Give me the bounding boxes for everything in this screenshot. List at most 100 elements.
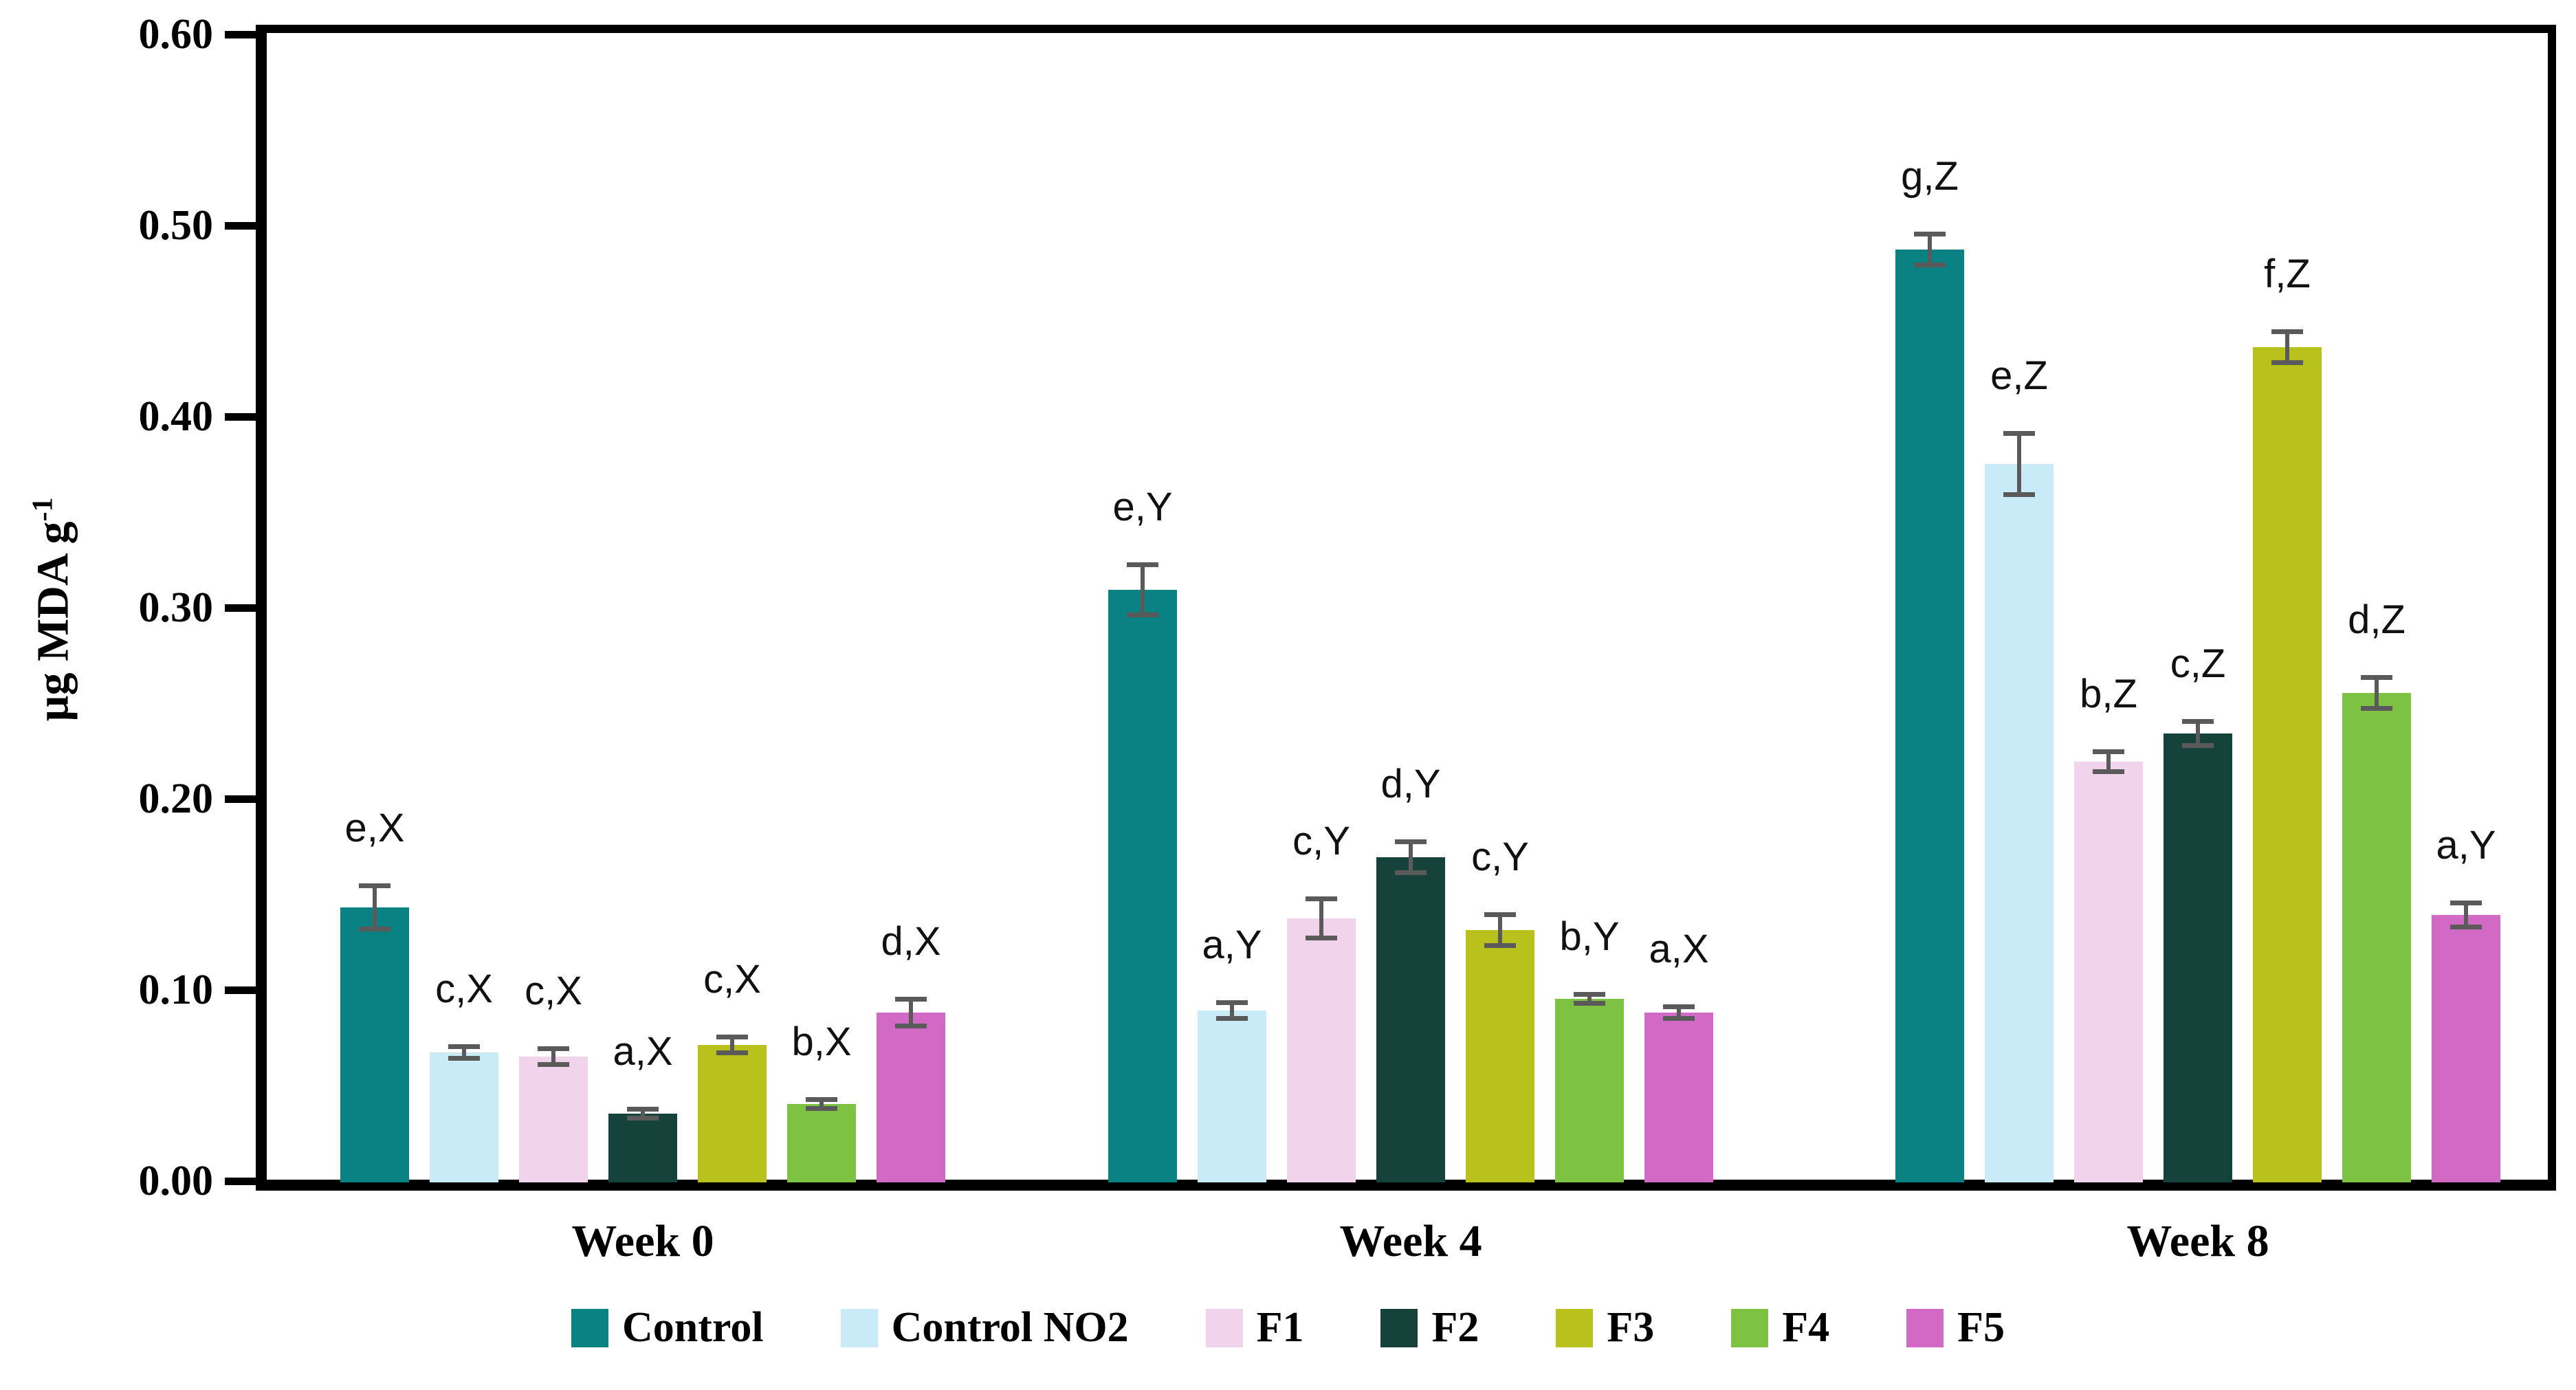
y-axis-tick-label: 0.50 [138, 202, 214, 249]
y-axis-tick-label: 0.60 [138, 11, 214, 58]
bar-significance-label: c,X [435, 967, 493, 1011]
error-bar-bottom-cap [2093, 769, 2124, 774]
error-bar [2375, 678, 2379, 708]
legend-swatch [1380, 1308, 1418, 1347]
y-axis-tick-label: 0.00 [138, 1158, 214, 1204]
bar-significance-label: a,Y [1202, 923, 1262, 967]
bar [2432, 915, 2500, 1182]
bar-significance-label: c,X [703, 957, 761, 1002]
error-bar [2464, 903, 2468, 927]
error-bar-top-cap [716, 1035, 748, 1039]
error-bar [1230, 1003, 1234, 1018]
bar-significance-label: b,Z [2080, 672, 2137, 716]
bar [1555, 999, 1624, 1182]
legend: Control Control NO2 F1 F2 F3 F4 F5 [0, 1303, 2576, 1352]
error-bar-top-cap [1663, 1004, 1695, 1009]
bar [340, 907, 409, 1182]
x-axis-category-label: Week 4 [1339, 1216, 1482, 1266]
error-bar [1928, 234, 1932, 265]
legend-label: F4 [1782, 1304, 1830, 1351]
error-bar [1319, 899, 1323, 938]
error-bar-bottom-cap [627, 1116, 659, 1121]
bar [1108, 590, 1177, 1182]
error-bar-bottom-cap [359, 927, 390, 931]
error-bar-bottom-cap [538, 1062, 569, 1067]
y-axis-tick-label: 0.20 [138, 775, 214, 822]
legend-swatch [571, 1308, 609, 1347]
error-bar-bottom-cap [2003, 492, 2035, 497]
error-bar [1677, 1007, 1681, 1018]
y-axis-tick-label: 0.30 [138, 584, 214, 631]
legend-item: F2 [1380, 1303, 1479, 1352]
legend-item: F4 [1731, 1303, 1829, 1352]
legend-swatch [1556, 1308, 1594, 1347]
y-axis-tick [225, 795, 256, 803]
legend-label: F2 [1431, 1304, 1479, 1351]
bar [2164, 733, 2232, 1182]
bar [519, 1057, 588, 1182]
error-bar-bottom-cap [806, 1106, 837, 1111]
error-bar-bottom-cap [1914, 263, 1946, 267]
error-bar-top-cap [1127, 562, 1158, 567]
error-bar-bottom-cap [1574, 1001, 1605, 1006]
error-bar-bottom-cap [1306, 936, 1337, 940]
bar-significance-label: c,Y [1292, 819, 1350, 863]
legend-item: Control NO2 [840, 1303, 1129, 1352]
bar-significance-label: a,X [613, 1029, 673, 1074]
bar-significance-label: b,X [791, 1019, 852, 1064]
error-bar [1141, 565, 1145, 615]
y-axis-tick [225, 31, 256, 38]
legend-label: F5 [1957, 1304, 2005, 1351]
bar-significance-label: a,Y [2436, 823, 2496, 868]
bar-significance-label: b,Y [1559, 914, 1620, 959]
error-bar-bottom-cap [448, 1056, 480, 1061]
bar [1198, 1011, 1266, 1182]
bar [1895, 250, 1964, 1182]
bar-significance-label: f,Z [2264, 252, 2311, 296]
error-bar [909, 1000, 913, 1026]
bar [787, 1104, 856, 1182]
error-bar [2106, 752, 2111, 771]
bar-significance-label: a,X [1649, 927, 1709, 971]
error-bar-bottom-cap [1484, 943, 1516, 948]
bar-significance-label: d,Y [1380, 762, 1441, 806]
legend-swatch [1205, 1308, 1243, 1347]
error-bar-bottom-cap [1216, 1016, 1248, 1021]
error-bar [373, 886, 377, 929]
error-bar-top-cap [2361, 675, 2392, 680]
error-bar-top-cap [1395, 839, 1427, 844]
error-bar [1498, 915, 1502, 945]
plot-frame [256, 25, 2556, 1191]
error-bar [462, 1047, 466, 1058]
error-bar-bottom-cap [1127, 613, 1158, 617]
y-axis-title-superscript: -1 [27, 497, 59, 522]
error-bar [730, 1037, 734, 1052]
y-axis-tick [225, 222, 256, 230]
legend-swatch [1731, 1308, 1769, 1347]
error-bar-bottom-cap [2450, 925, 2482, 929]
bar [608, 1114, 677, 1182]
error-bar-bottom-cap [2182, 743, 2214, 748]
error-bar [641, 1110, 645, 1118]
bar [1985, 464, 2054, 1182]
error-bar-top-cap [895, 997, 927, 1002]
bar [430, 1052, 498, 1182]
error-bar-top-cap [1216, 1000, 1248, 1005]
legend-label: Control NO2 [891, 1304, 1129, 1351]
error-bar-top-cap [538, 1046, 569, 1051]
bar-significance-label: e,Y [1112, 485, 1173, 529]
bar-significance-label: d,X [881, 919, 941, 964]
legend-label: F3 [1607, 1304, 1655, 1351]
bar [2074, 762, 2143, 1182]
error-bar-top-cap [2271, 329, 2303, 334]
error-bar-top-cap [1574, 992, 1605, 997]
error-bar-bottom-cap [2271, 360, 2303, 365]
y-axis-tick [225, 413, 256, 421]
x-axis-category-label: Week 0 [571, 1216, 714, 1266]
x-axis-category-label: Week 8 [2126, 1216, 2269, 1266]
error-bar-top-cap [1914, 232, 1946, 236]
y-axis-tick [225, 604, 256, 612]
bar-significance-label: d,Z [2348, 597, 2406, 642]
legend-item: F1 [1205, 1303, 1303, 1352]
